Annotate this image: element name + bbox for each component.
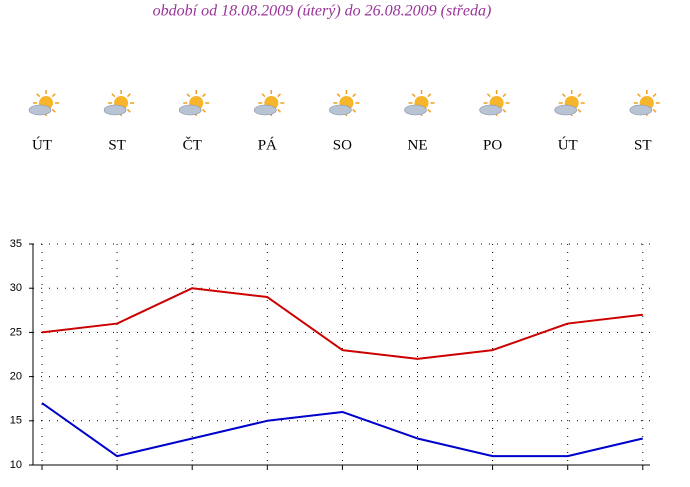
cloud bbox=[28, 104, 52, 116]
sun-ray bbox=[502, 93, 507, 98]
y-tick-label: 10 bbox=[10, 459, 22, 471]
sun-ray bbox=[126, 108, 131, 113]
sun-ray bbox=[111, 93, 116, 98]
day-label: ST bbox=[108, 137, 126, 153]
cloud bbox=[329, 104, 352, 116]
cloud bbox=[629, 104, 653, 116]
weather-icon bbox=[479, 90, 510, 116]
y-tick-label: 30 bbox=[10, 282, 22, 294]
sun-ray bbox=[577, 108, 582, 113]
sun-ray bbox=[577, 93, 582, 98]
sun-ray bbox=[126, 93, 131, 98]
weather-icon bbox=[329, 90, 360, 116]
y-tick-label: 25 bbox=[10, 326, 22, 338]
sun-ray bbox=[261, 93, 266, 98]
cloud bbox=[103, 104, 127, 116]
day-label: PO bbox=[483, 137, 502, 153]
day-label: ST bbox=[634, 137, 652, 153]
weather-icon bbox=[404, 90, 435, 116]
sun-ray bbox=[486, 93, 491, 98]
sun-ray bbox=[202, 108, 206, 113]
series-line bbox=[41, 287, 643, 360]
sun-ray bbox=[352, 93, 357, 98]
day-label: ÚT bbox=[558, 136, 578, 153]
sun-ray bbox=[411, 93, 416, 98]
weather-icon bbox=[103, 90, 135, 116]
weather-icon bbox=[253, 90, 285, 116]
day-label: ČT bbox=[183, 136, 202, 153]
day-label: NE bbox=[408, 137, 428, 153]
sun-ray bbox=[427, 93, 432, 98]
sun-ray bbox=[427, 108, 432, 113]
sun-ray bbox=[637, 93, 641, 98]
weather-icon bbox=[629, 90, 660, 116]
chart-title: období od 18.08.2009 (úterý) do 26.08.20… bbox=[153, 3, 492, 20]
day-label: SO bbox=[333, 137, 352, 153]
weather-icon bbox=[178, 90, 210, 116]
weather-icons bbox=[28, 90, 660, 116]
sun-ray bbox=[502, 108, 507, 113]
y-tick-label: 35 bbox=[10, 238, 22, 250]
day-label: PÁ bbox=[258, 136, 277, 153]
sun-ray bbox=[336, 93, 341, 98]
day-label: ÚT bbox=[32, 136, 52, 153]
cloud bbox=[554, 104, 578, 116]
sun-ray bbox=[561, 93, 566, 98]
sun-ray bbox=[202, 93, 206, 98]
y-tick-label: 15 bbox=[10, 415, 22, 427]
cloud bbox=[253, 104, 277, 116]
weather-icon bbox=[554, 90, 585, 116]
sun-ray bbox=[652, 93, 657, 98]
sun-ray bbox=[352, 108, 357, 113]
sun-ray bbox=[277, 108, 282, 113]
sun-ray bbox=[51, 93, 56, 98]
sun-ray bbox=[51, 108, 56, 113]
sun-ray bbox=[652, 108, 657, 113]
cloud bbox=[178, 104, 202, 116]
sun-ray bbox=[277, 93, 282, 98]
series-line bbox=[41, 402, 644, 458]
sun-ray bbox=[186, 93, 191, 98]
y-tick-label: 20 bbox=[10, 371, 22, 383]
weather-icon bbox=[28, 90, 59, 116]
cloud bbox=[404, 104, 427, 116]
sun-ray bbox=[36, 93, 41, 98]
cloud bbox=[479, 104, 502, 116]
